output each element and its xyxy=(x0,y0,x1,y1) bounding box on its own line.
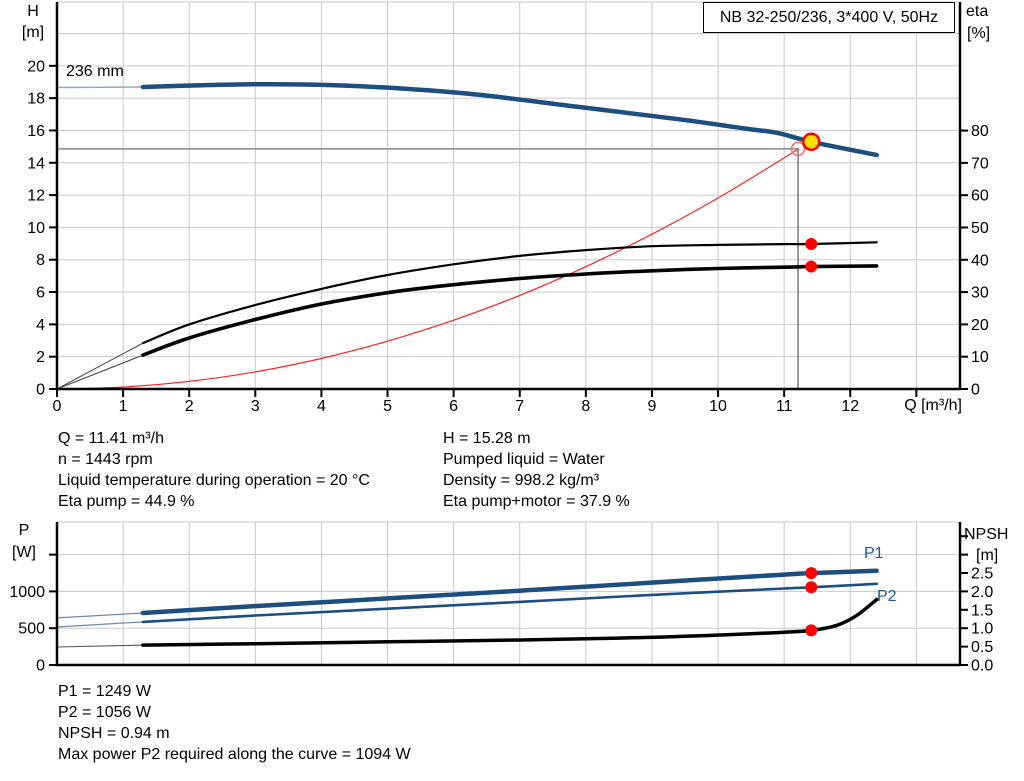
y-left-tick-label: 12 xyxy=(27,188,45,205)
y-right-tick-label: 70 xyxy=(971,155,989,172)
p2-curve xyxy=(141,582,878,624)
qh-curve-236mm xyxy=(140,81,879,158)
impeller-diameter-label: 236 mm xyxy=(66,63,124,80)
y-left-tick-label: 2 xyxy=(36,349,45,366)
y-right-tick-label: 2.5 xyxy=(971,566,993,583)
q-axis-title: Q [m³/h] xyxy=(904,397,962,414)
y-right-tick-label: 0 xyxy=(971,382,980,399)
info-eta-pump-motor: Eta pump+motor = 37.9 % xyxy=(443,493,630,510)
y-right-tick-label: 1.5 xyxy=(971,602,993,619)
x-tick-label: 11 xyxy=(776,398,793,415)
x-tick-label: 2 xyxy=(185,398,194,415)
y-left-tick-label: 14 xyxy=(27,155,45,172)
p-axis-title: P xyxy=(18,522,30,539)
p1-curve-label: P1 xyxy=(864,545,884,562)
pump-title-box: NB 32-250/236, 3*400 V, 50Hz xyxy=(703,2,955,33)
x-tick-label: 9 xyxy=(647,398,656,415)
y-left-tick-label: 8 xyxy=(36,252,45,269)
info-q: Q = 11.41 m³/h xyxy=(58,430,164,447)
info-npsh: NPSH = 0.94 m xyxy=(58,725,170,742)
info-p2: P2 = 1056 W xyxy=(58,704,151,721)
x-tick-label: 0 xyxy=(53,398,62,415)
info-h: H = 15.28 m xyxy=(443,430,531,447)
x-tick-label: 7 xyxy=(515,398,524,415)
y-left-tick-label: 0 xyxy=(36,382,45,399)
eta-pump-motor-curve-lead xyxy=(56,354,144,390)
eta-pump-point xyxy=(805,237,818,250)
npsh-axis-unit: [m] xyxy=(976,547,999,564)
y-left-tick-label: 6 xyxy=(36,285,45,302)
eta-pump-motor-curve xyxy=(141,264,879,357)
duty-info-left: Q = 11.41 m³/h n = 1443 rpm Liquid tempe… xyxy=(58,428,370,512)
power-info-block: P1 = 1249 W P2 = 1056 W NPSH = 0.94 m Ma… xyxy=(58,681,411,765)
eta-pump-curve-lead xyxy=(56,342,144,390)
info-speed: n = 1443 rpm xyxy=(58,451,153,468)
y-right-tick-label: 0.5 xyxy=(971,639,993,656)
system-curve xyxy=(56,148,799,390)
npsh-curve xyxy=(141,597,879,647)
pump-title: NB 32-250/236, 3*400 V, 50Hz xyxy=(719,9,939,26)
p-axis-unit: [W] xyxy=(12,544,36,561)
y-left-tick-label: 10 xyxy=(27,220,45,237)
y-left-tick-label: 18 xyxy=(27,91,45,108)
npsh-axis-title: NPSH xyxy=(964,526,1009,543)
y-right-tick-label: 1.0 xyxy=(971,621,993,638)
info-eta-pump: Eta pump = 44.9 % xyxy=(58,493,195,510)
y-right-tick-label: 50 xyxy=(971,220,989,237)
x-tick-label: 6 xyxy=(449,398,458,415)
y-right-tick-label: 30 xyxy=(971,285,989,302)
duty-point xyxy=(802,132,821,152)
info-liquid-temp: Liquid temperature during operation = 20… xyxy=(58,472,370,489)
p2-curve-lead xyxy=(56,621,144,628)
eta-pump-motor-point xyxy=(805,260,818,273)
x-tick-label: 5 xyxy=(383,398,392,415)
y-left-tick-label: 20 xyxy=(27,58,45,75)
y-right-tick-label: 10 xyxy=(971,349,989,366)
x-tick-label: 8 xyxy=(581,398,590,415)
y-left-tick-label: 16 xyxy=(27,123,45,140)
p2-point xyxy=(805,581,818,594)
info-pumped-liquid: Pumped liquid = Water xyxy=(443,451,605,468)
y-left-tick-label: 0 xyxy=(36,658,45,675)
y-right-tick-label: 60 xyxy=(971,188,989,205)
y-left-tick-label: 500 xyxy=(18,621,45,638)
y-left-tick-label: 4 xyxy=(36,317,45,334)
y-left-tick-label: 1000 xyxy=(9,584,45,601)
h-axis-title: H xyxy=(27,3,39,20)
npsh-curve-lead xyxy=(56,644,144,648)
info-p1: P1 = 1249 W xyxy=(58,683,151,700)
duty-info-right: H = 15.28 m Pumped liquid = Water Densit… xyxy=(443,428,630,512)
eta-pump-curve xyxy=(141,241,878,345)
p2-curve-label: P2 xyxy=(877,588,897,605)
y-right-tick-label: 0.0 xyxy=(971,658,993,675)
info-density: Density = 998.2 kg/m³ xyxy=(443,472,600,489)
info-max-p2: Max power P2 required along the curve = … xyxy=(58,746,411,763)
requested-duty-point xyxy=(790,141,806,157)
y-right-tick-label: 20 xyxy=(971,317,989,334)
x-tick-label: 4 xyxy=(317,398,326,415)
p1-curve xyxy=(140,568,879,616)
eta-axis-title: eta xyxy=(966,3,989,20)
qh-curve-lead xyxy=(56,86,144,89)
x-tick-label: 10 xyxy=(709,398,727,415)
p1-curve-lead xyxy=(56,612,144,619)
x-tick-label: 3 xyxy=(251,398,260,415)
eta-axis-unit: [%] xyxy=(967,25,991,42)
y-right-tick-label: 2.0 xyxy=(971,584,993,601)
npsh-point xyxy=(805,624,818,637)
y-right-tick-label: 80 xyxy=(971,123,989,140)
x-tick-label: 1 xyxy=(119,398,128,415)
y-right-tick-label: 40 xyxy=(971,252,989,269)
x-tick-label: 12 xyxy=(841,398,859,415)
p1-point xyxy=(805,567,818,580)
h-axis-unit: [m] xyxy=(21,24,45,41)
